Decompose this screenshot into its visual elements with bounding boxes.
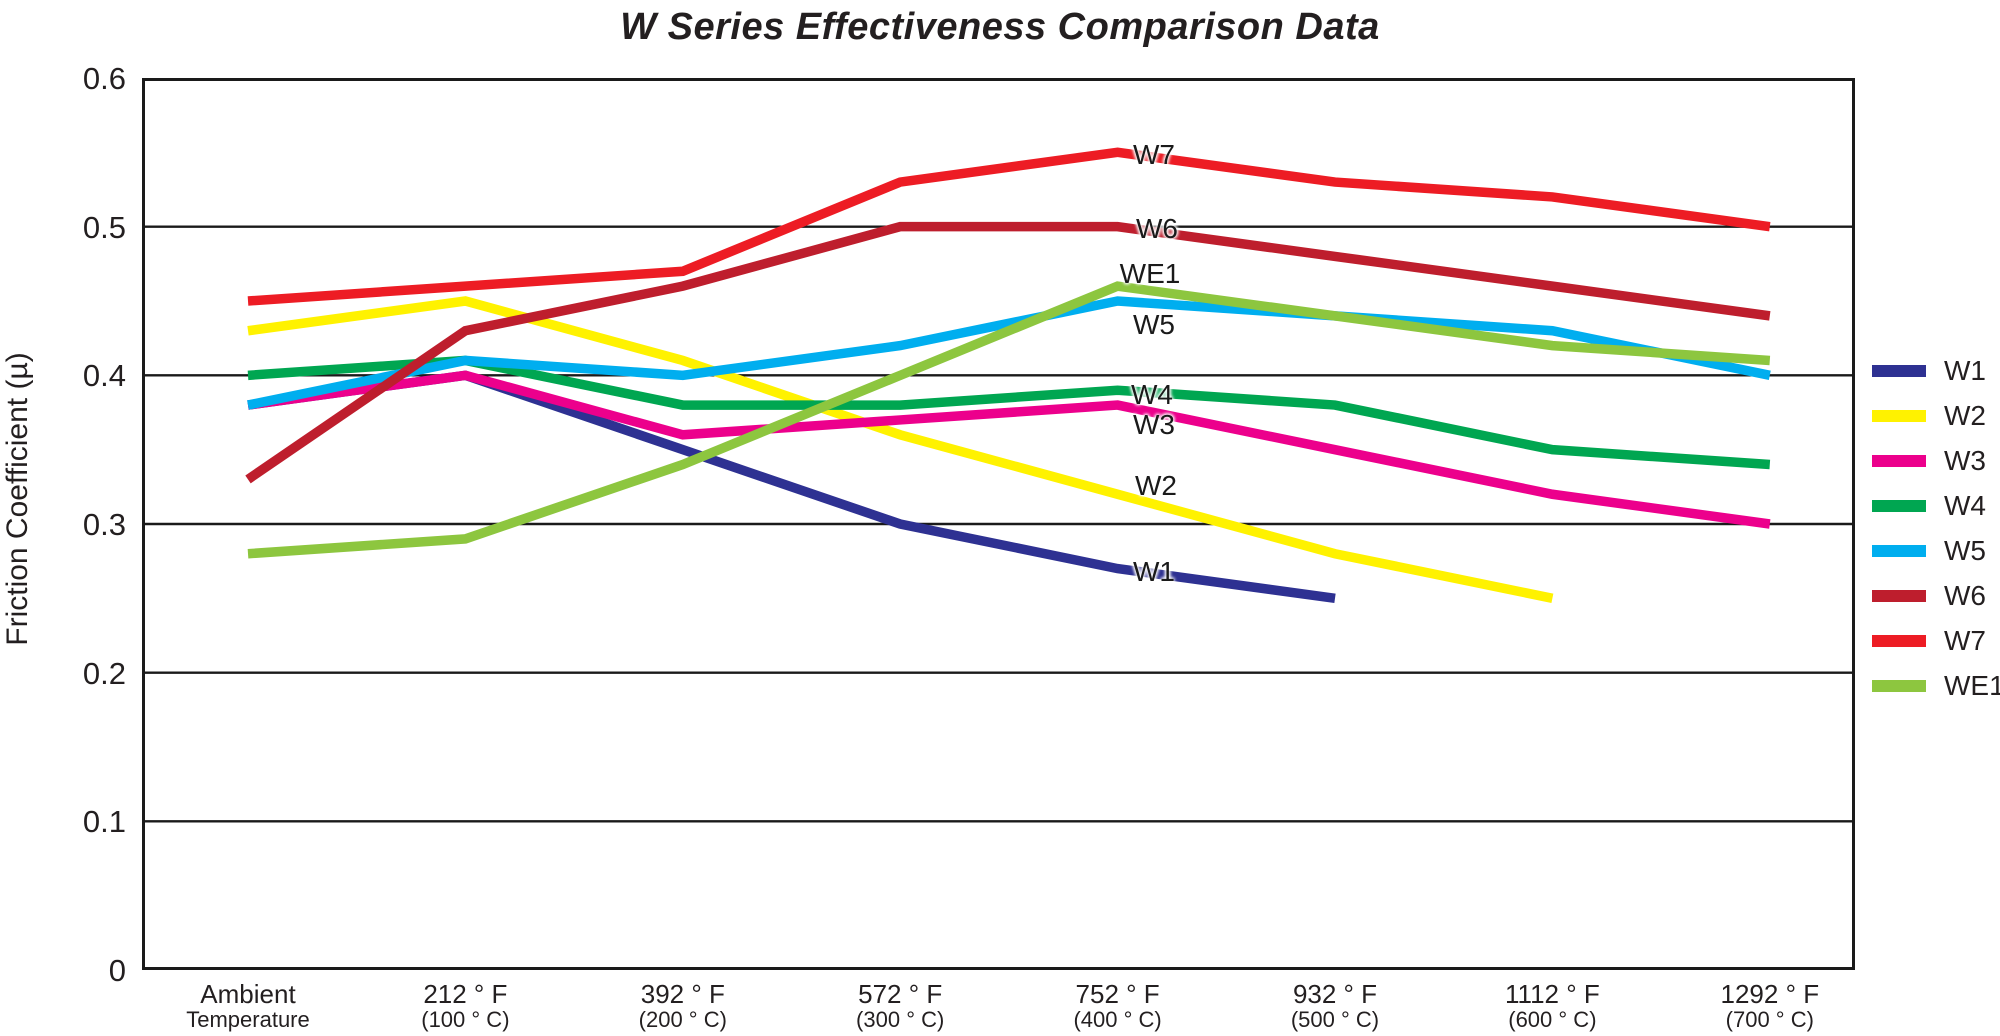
plot-border: [142, 78, 1855, 970]
y-tick-label: 0.2: [82, 655, 126, 691]
legend-entry-W5: W5: [1872, 528, 2000, 573]
series-line-W2: [247, 296, 1554, 603]
x-tick-label-celsius: (400 ° C): [1073, 1007, 1162, 1032]
x-tick-label-fahrenheit: 932 ° F: [1292, 979, 1378, 1009]
legend-label: W2: [1944, 399, 1986, 431]
y-tick-label: 0.3: [82, 507, 126, 542]
series-label-W4: W4: [1131, 379, 1173, 410]
x-tick-label-fahrenheit: 572 ° F: [858, 979, 943, 1009]
y-tick-label: 0.6: [82, 61, 126, 96]
legend-entry-W4: W4: [1872, 483, 2000, 528]
x-tick-label: 1292 ° F (700 ° C): [1721, 980, 1820, 1032]
legend-swatch: [1872, 364, 1926, 377]
legend-label: W7: [1944, 624, 1986, 656]
series-line-WE1: [247, 281, 1771, 559]
x-tick-label-celsius: (200 ° C): [638, 1007, 727, 1032]
x-tick-label: 1112 ° F (600 ° C): [1505, 980, 1600, 1032]
x-tick-label-fahrenheit: 392 ° F: [640, 979, 725, 1009]
x-tick-label-celsius: Temperature: [186, 1007, 310, 1032]
legend: W1 W2 W3 W4 W5 W6 W7 WE1: [1872, 348, 2000, 708]
legend-swatch: [1872, 544, 1926, 557]
legend-entry-W6: W6: [1872, 573, 2000, 618]
legend-swatch: [1872, 589, 1926, 602]
legend-label: W5: [1944, 534, 1986, 566]
x-tick-label: 932 ° F (500 ° C): [1291, 980, 1379, 1032]
legend-entry-WE1: WE1: [1872, 663, 2000, 708]
x-tick-label: 212 ° F (100 ° C): [421, 980, 509, 1032]
legend-entry-W3: W3: [1872, 438, 2000, 483]
y-tick-label: 0.1: [82, 804, 126, 840]
legend-entry-W7: W7: [1872, 618, 2000, 663]
series-label-W6: W6: [1136, 213, 1178, 244]
x-tick-label-fahrenheit: 1112 ° F: [1505, 979, 1600, 1009]
legend-swatch: [1872, 634, 1926, 647]
legend-swatch: [1872, 499, 1926, 512]
series-line-W7: [247, 147, 1771, 306]
legend-swatch: [1872, 454, 1926, 467]
legend-swatch: [1872, 679, 1926, 692]
x-tick-label: Ambient Temperature: [186, 980, 310, 1032]
y-tick-label: 0: [108, 953, 126, 988]
legend-swatch: [1872, 409, 1926, 422]
legend-label: W6: [1944, 579, 1986, 611]
series-label-W2: W2: [1135, 470, 1177, 501]
legend-label: WE1: [1944, 669, 2000, 701]
legend-label: W3: [1944, 444, 1986, 476]
y-tick-label: 0.4: [82, 358, 126, 394]
x-tick-label-celsius: (600 ° C): [1508, 1007, 1597, 1032]
plot-area: [142, 78, 1855, 970]
x-tick-label-fahrenheit: Ambient: [200, 979, 296, 1009]
y-tick-label: 0.5: [82, 209, 126, 245]
legend-entry-W2: W2: [1872, 393, 2000, 438]
x-tick-label-celsius: (300 ° C): [856, 1007, 945, 1032]
series-label-W1: W1: [1133, 556, 1175, 587]
series-label-W3: W3: [1133, 409, 1175, 440]
x-tick-label: 572 ° F (300 ° C): [856, 980, 944, 1032]
x-tick-label-fahrenheit: 752 ° F: [1075, 979, 1160, 1009]
x-tick-label-fahrenheit: 1292 ° F: [1720, 979, 1820, 1009]
series-line-W6: [245, 221, 1771, 484]
legend-label: W4: [1944, 489, 1986, 521]
x-tick-label: 752 ° F (400 ° C): [1073, 980, 1161, 1032]
series-line-W4: [247, 355, 1771, 470]
series-label-WE1: WE1: [1119, 258, 1181, 289]
legend-label: W1: [1944, 354, 1986, 386]
legend-entry-W1: W1: [1872, 348, 2000, 393]
chart-title: W Series Effectiveness Comparison Data: [620, 6, 1380, 48]
x-tick-label-celsius: (700 ° C): [1725, 1007, 1814, 1032]
series-line-W3: [247, 370, 1771, 529]
x-tick-label-celsius: (500 ° C): [1290, 1007, 1380, 1032]
x-tick-label: 392 ° F (200 ° C): [639, 980, 727, 1032]
series-label-W5: W5: [1133, 309, 1175, 340]
series-line-W5: [247, 296, 1771, 410]
x-tick-label-celsius: (100 ° C): [421, 1007, 510, 1032]
series-label-W7: W7: [1133, 139, 1175, 170]
x-tick-label-fahrenheit: 212 ° F: [423, 979, 508, 1009]
